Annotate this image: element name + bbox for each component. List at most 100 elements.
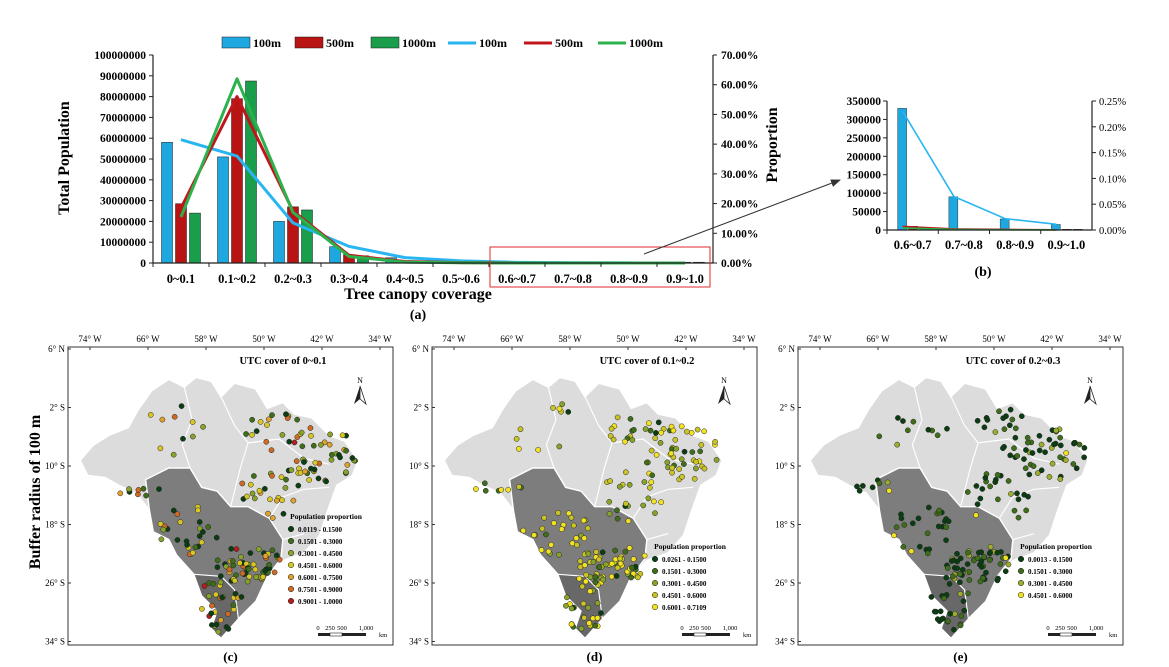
map-city-point xyxy=(998,549,1004,555)
map-city-point xyxy=(961,607,968,614)
scale-bar-segment xyxy=(682,633,694,636)
chart-a-y2tick-label: 0.00% xyxy=(721,258,753,270)
map-city-point xyxy=(1012,434,1019,441)
map-city-point xyxy=(978,564,985,570)
map-city-point xyxy=(291,439,298,446)
map-city-point xyxy=(937,608,944,615)
map-lon-label: 58° W xyxy=(924,334,948,344)
scale-bar-segment xyxy=(693,632,707,637)
map-city-point xyxy=(973,483,980,489)
map-panel-label: (d) xyxy=(587,649,603,664)
map-city-point xyxy=(213,621,220,628)
map-city-point xyxy=(232,590,239,597)
map-city-point xyxy=(157,520,164,527)
map-legend-dot xyxy=(287,537,295,545)
map-city-point xyxy=(974,555,981,562)
chart-a-xtick-label: 0.2~0.3 xyxy=(274,272,312,286)
map-city-point xyxy=(691,475,698,482)
map-panel-d: 74° W 66° W 58° W 50° W 42° W 34° W 6° N 2° S 10… xyxy=(409,334,758,664)
map-city-point xyxy=(623,500,629,507)
map-city-point xyxy=(343,469,349,475)
map-city-point xyxy=(676,466,683,472)
map-lat-label: 10° S xyxy=(775,461,795,471)
map-city-point xyxy=(282,485,289,491)
map-city-point xyxy=(614,414,621,421)
map-legend-dot xyxy=(287,549,295,557)
map-city-point xyxy=(701,428,707,435)
map-city-point xyxy=(156,486,162,492)
map-city-point xyxy=(288,467,295,473)
map-city-point xyxy=(915,515,922,522)
map-city-point xyxy=(1008,491,1014,497)
map-legend-label: 0.0013 - 0.1500 xyxy=(1028,556,1073,564)
map-city-point xyxy=(1046,474,1053,480)
map-city-point xyxy=(269,412,275,418)
map-city-point xyxy=(679,473,685,480)
map-city-point xyxy=(140,485,147,492)
map-city-point xyxy=(239,480,246,487)
north-arrow-label: N xyxy=(721,376,727,385)
map-city-point xyxy=(669,464,676,471)
map-city-point xyxy=(1005,561,1012,568)
chart-a-y2label: Proportion xyxy=(764,107,781,182)
map-city-point xyxy=(614,507,620,514)
map-city-point xyxy=(328,456,335,463)
north-arrow-label: N xyxy=(357,376,363,385)
chart-b-y2tick-label: 0.20% xyxy=(1099,123,1126,134)
scale-bar-segment xyxy=(329,632,343,637)
map-city-point xyxy=(904,427,911,434)
map-city-point xyxy=(264,422,270,428)
scale-label: 1,000 xyxy=(723,625,738,632)
map-city-point xyxy=(1012,425,1019,432)
chart-a-y2tick-label: 10.00% xyxy=(721,228,758,240)
legend-label: 100m xyxy=(479,36,507,50)
map-city-point xyxy=(219,594,225,601)
chart-a-ytick-label: 0 xyxy=(140,258,146,270)
map-legend-label: 0.1501 - 0.3000 xyxy=(662,568,707,576)
map-city-point xyxy=(647,484,653,491)
map-city-point xyxy=(622,548,629,555)
map-city-point xyxy=(652,435,659,442)
map-city-point xyxy=(943,524,950,531)
map-city-point xyxy=(893,524,900,531)
map-legend-label: 0.6001 - 0.7500 xyxy=(298,574,343,582)
scale-bar-segment xyxy=(1048,633,1060,636)
map-legend-dot xyxy=(1017,591,1025,599)
map-city-point xyxy=(214,564,221,571)
chart-a-legend: 100m 500m 1000m 100m 500m 1000m xyxy=(221,36,663,50)
map-city-point xyxy=(994,472,1001,478)
map-city-point xyxy=(1046,436,1053,443)
map-city-point xyxy=(170,507,177,514)
map-city-point xyxy=(592,579,599,586)
map-city-point xyxy=(966,577,973,583)
map-city-point xyxy=(298,429,305,436)
map-city-point xyxy=(607,478,614,484)
map-city-point xyxy=(201,583,208,589)
map-city-point xyxy=(1001,426,1008,432)
map-city-point xyxy=(543,531,549,538)
map-city-point xyxy=(648,447,655,454)
map-city-point xyxy=(578,625,585,632)
map-city-point xyxy=(190,433,196,440)
map-city-point xyxy=(1011,507,1018,514)
map-city-point xyxy=(293,458,300,465)
chart-a-ytick-label: 100000000 xyxy=(94,50,146,62)
map-legend-label: 0.1501 - 0.3000 xyxy=(298,538,343,546)
map-lat-label: 26° S xyxy=(409,578,429,588)
map-city-point xyxy=(481,480,488,487)
chart-a-bar-500m-0.1~0.2 xyxy=(231,98,243,264)
map-city-point xyxy=(326,441,333,448)
map-city-point xyxy=(218,617,224,623)
map-city-point xyxy=(343,447,349,454)
map-city-point xyxy=(884,479,891,486)
map-city-point xyxy=(257,419,264,425)
map-city-point xyxy=(126,486,132,492)
map-city-point xyxy=(209,602,215,609)
map-city-point xyxy=(238,554,244,560)
map-city-point xyxy=(987,543,994,550)
map-city-point xyxy=(555,509,562,516)
chart-a-ytick-label: 60000000 xyxy=(100,133,146,145)
map-city-point xyxy=(966,569,973,575)
scale-label: 0 xyxy=(316,625,319,632)
map-city-point xyxy=(964,561,971,567)
